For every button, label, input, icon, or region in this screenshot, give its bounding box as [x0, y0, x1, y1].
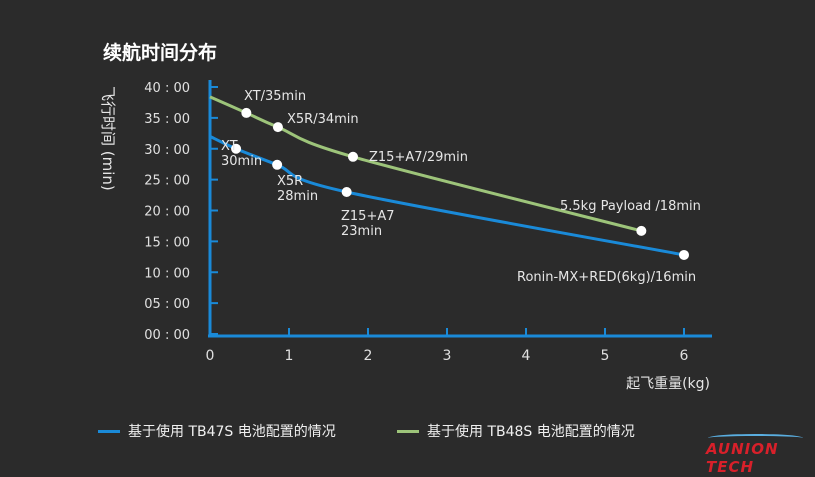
data-label: Ronin-MX+RED(6kg)/16min [517, 270, 696, 285]
x-tick-label: 2 [364, 348, 373, 364]
data-label: X5R [277, 174, 303, 189]
data-point [272, 159, 283, 170]
y-tick-label: 10 : 00 [144, 266, 190, 281]
data-point [679, 249, 689, 260]
legend-label: 基于使用 TB48S 电池配置的情况 [427, 424, 635, 440]
y-tick-label: 30 : 00 [144, 143, 190, 158]
y-tick-label: 35 : 00 [144, 112, 190, 127]
legend-item-tb47s: 基于使用 TB47S 电池配置的情况 [98, 421, 336, 441]
data-label: 23min [341, 224, 382, 239]
data-label: XT/35min [244, 89, 306, 104]
y-tick-label: 00 : 00 [144, 328, 190, 343]
data-point [341, 186, 352, 197]
y-tick-label: 40 : 00 [144, 81, 190, 96]
x-tick-label: 0 [206, 348, 215, 364]
y-axis-label: 飞行时间 (min) [99, 86, 117, 191]
y-tick-label: 25 : 00 [144, 174, 190, 189]
x-tick-label: 3 [443, 348, 452, 364]
data-label: Z15+A7 [341, 209, 395, 224]
x-tick-label: 6 [680, 348, 689, 364]
y-tick-label: 15 : 00 [144, 235, 190, 250]
legend-swatch [98, 429, 120, 433]
data-label: 5.5kg Payload /18min [560, 199, 701, 214]
data-label: 28min [277, 189, 318, 204]
data-label: X5R/34min [287, 112, 359, 127]
x-axis-label: 起飞重量(kg) [626, 376, 710, 392]
chart-title: 续航时间分布 [103, 42, 218, 64]
data-point [636, 225, 647, 236]
x-tick-label: 1 [285, 348, 294, 364]
legend-swatch [397, 429, 419, 433]
data-point [241, 107, 252, 118]
legend-label: 基于使用 TB47S 电池配置的情况 [128, 424, 336, 440]
data-point [347, 151, 358, 162]
logo: AUNION TECH [706, 440, 779, 476]
data-label: XT [221, 139, 238, 154]
x-tick-label: 5 [601, 348, 610, 364]
y-tick-label: 20 : 00 [144, 205, 190, 220]
data-label: Z15+A7/29min [369, 150, 468, 165]
data-point [231, 143, 242, 154]
data-point [272, 122, 283, 133]
legend-item-tb48s: 基于使用 TB48S 电池配置的情况 [397, 421, 635, 441]
logo-arc [708, 434, 803, 442]
y-tick-label: 05 : 00 [144, 297, 190, 312]
x-tick-label: 4 [522, 348, 531, 364]
data-label: 30min [221, 154, 262, 169]
